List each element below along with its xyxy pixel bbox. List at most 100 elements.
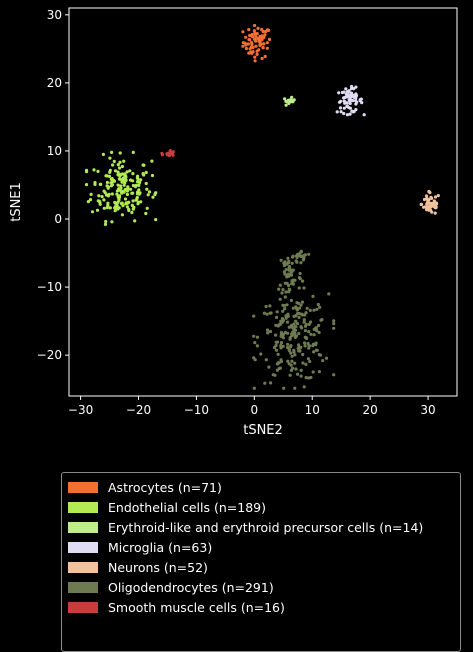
data-point <box>84 183 89 187</box>
data-point <box>122 159 126 163</box>
y-axis-label: tSNE1 <box>9 182 24 222</box>
data-point <box>129 187 133 191</box>
x-tick-label: 30 <box>420 403 435 417</box>
data-point <box>131 183 135 188</box>
data-point <box>96 169 100 173</box>
legend-label: Endothelial cells (n=189) <box>108 499 266 515</box>
data-point <box>292 348 296 352</box>
data-point <box>106 186 110 190</box>
data-point <box>300 300 305 304</box>
data-point <box>117 195 122 199</box>
data-point <box>299 325 303 329</box>
data-point <box>253 55 257 59</box>
data-point <box>423 205 427 209</box>
data-point <box>260 56 264 61</box>
data-point <box>108 168 112 172</box>
data-point <box>281 318 286 323</box>
data-point <box>132 205 136 209</box>
data-point <box>252 386 256 390</box>
data-point <box>102 198 106 202</box>
legend-label: Oligodendrocytes (n=291) <box>108 579 274 595</box>
data-point <box>289 351 293 355</box>
data-point <box>309 332 313 336</box>
data-point <box>317 323 321 328</box>
data-point <box>297 343 301 347</box>
data-point <box>279 258 283 262</box>
data-point <box>144 170 148 175</box>
data-point <box>318 305 322 309</box>
data-point <box>131 150 135 154</box>
data-point <box>144 181 148 186</box>
data-point <box>284 103 288 107</box>
data-point <box>250 33 254 38</box>
data-point <box>429 205 433 209</box>
legend-item: Neurons (n=52) <box>68 557 454 577</box>
data-point <box>291 254 295 258</box>
data-point <box>309 320 313 324</box>
data-point <box>264 304 268 309</box>
data-point <box>308 359 312 364</box>
data-point <box>293 335 297 339</box>
legend: Astrocytes (n=71) Endothelial cells (n=1… <box>61 472 461 652</box>
data-point <box>293 361 297 365</box>
data-point <box>135 195 139 200</box>
data-point <box>317 353 321 357</box>
data-point <box>146 193 150 197</box>
data-point <box>254 35 258 39</box>
data-point <box>301 361 305 365</box>
data-point <box>342 99 346 103</box>
data-point <box>345 90 349 94</box>
data-point <box>304 336 309 340</box>
data-point <box>116 207 120 211</box>
data-point <box>312 327 316 331</box>
data-point <box>285 281 289 285</box>
data-point <box>151 195 155 199</box>
data-point <box>112 159 116 163</box>
legend-item: Oligodendrocytes (n=291) <box>68 577 454 597</box>
data-point <box>123 173 127 177</box>
x-tick-label: −30 <box>68 403 93 417</box>
data-point <box>262 311 266 315</box>
data-point <box>98 202 102 206</box>
data-point <box>305 306 309 310</box>
legend-swatch <box>68 541 98 553</box>
legend-item: Endothelial cells (n=189) <box>68 497 454 517</box>
data-point <box>244 46 248 51</box>
data-point <box>349 94 353 98</box>
data-point <box>145 206 149 210</box>
data-point <box>119 186 123 190</box>
data-point <box>342 111 346 116</box>
data-point <box>285 320 290 324</box>
data-point <box>125 205 129 209</box>
data-point <box>285 303 289 307</box>
data-point <box>250 40 254 45</box>
data-point <box>113 169 118 173</box>
data-point <box>254 44 258 48</box>
data-point <box>116 163 120 167</box>
data-point <box>355 100 359 104</box>
data-point <box>281 336 285 340</box>
data-point <box>277 287 281 291</box>
data-point <box>275 310 279 314</box>
data-point <box>279 343 283 348</box>
data-point <box>299 368 303 372</box>
data-point <box>283 307 287 311</box>
data-point <box>275 340 280 344</box>
data-point <box>259 42 263 47</box>
data-point <box>244 35 248 39</box>
data-point <box>299 374 303 378</box>
legend-label: Astrocytes (n=71) <box>108 479 222 495</box>
data-point <box>118 151 122 155</box>
legend-label: Smooth muscle cells (n=16) <box>108 599 285 615</box>
data-point <box>263 381 267 385</box>
data-point <box>362 113 366 117</box>
data-point <box>433 195 438 199</box>
data-point <box>88 198 93 202</box>
data-point <box>110 220 114 224</box>
data-point <box>339 110 343 114</box>
data-point <box>338 106 343 110</box>
data-point <box>343 95 347 99</box>
data-point <box>327 292 331 296</box>
data-point <box>303 324 308 328</box>
data-point <box>252 37 257 41</box>
